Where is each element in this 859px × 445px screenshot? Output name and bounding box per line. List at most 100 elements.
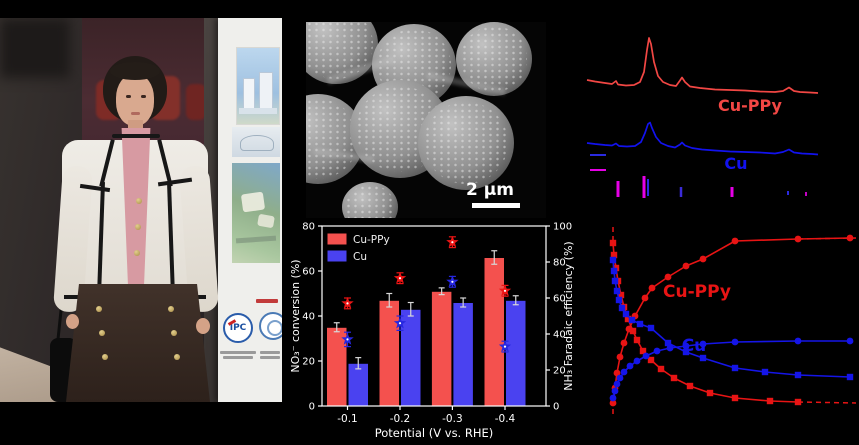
hand-right	[196, 318, 210, 334]
square-marker	[670, 374, 678, 382]
jacket-button	[136, 198, 142, 204]
skirt-button	[102, 354, 108, 360]
y-tick-right: 40	[553, 330, 566, 341]
circle-marker	[620, 368, 628, 376]
banner-red-caption	[256, 299, 278, 303]
skirt-button	[168, 306, 174, 312]
y-axis-title-left: NO₃⁻ conversion (%)	[289, 259, 302, 372]
square-marker	[686, 382, 694, 390]
circle-marker	[609, 399, 617, 407]
x-tick: -0.2	[390, 413, 411, 425]
square-marker	[731, 394, 739, 402]
circle-marker	[620, 339, 628, 347]
circle-marker	[613, 380, 621, 388]
xrd-curve-label: Cu-PPy	[718, 96, 783, 115]
circle-marker	[611, 387, 619, 395]
mouth	[131, 112, 140, 115]
ipc-logo: IPC	[223, 313, 253, 343]
square-marker	[611, 277, 619, 285]
sem-scale-bar	[472, 203, 520, 208]
square-marker	[613, 287, 621, 295]
bar	[400, 308, 422, 407]
square-marker	[639, 347, 647, 355]
skirt-button	[171, 330, 177, 336]
square-marker	[628, 316, 636, 324]
square-marker	[629, 327, 637, 335]
y-tick-left: 0	[309, 402, 315, 413]
legend-swatch	[326, 249, 348, 263]
square-marker	[624, 315, 632, 323]
square-marker	[618, 304, 626, 312]
y-tick-right: 20	[553, 366, 566, 377]
square-marker	[622, 310, 630, 318]
circle-marker	[633, 357, 641, 365]
circle-marker	[731, 237, 739, 245]
legend-label: Cu	[353, 251, 367, 263]
square-marker	[615, 296, 623, 304]
circle-marker	[731, 338, 739, 346]
institute-logo	[259, 312, 282, 340]
square-marker	[647, 324, 655, 332]
banner-caption-line	[260, 351, 280, 354]
eye	[126, 95, 131, 98]
legend-swatch	[326, 232, 348, 246]
y-tick-left: 80	[302, 222, 315, 233]
eye	[141, 95, 146, 98]
square-marker	[617, 291, 625, 299]
square-marker	[761, 368, 769, 376]
y-tick-right: 60	[553, 294, 566, 305]
circle-marker	[641, 294, 649, 302]
square-marker	[664, 339, 672, 347]
square-marker	[731, 364, 739, 372]
bar	[378, 299, 400, 407]
circle-marker	[682, 342, 690, 350]
line-chart: Cu-PPy Cu	[609, 227, 857, 414]
square-marker	[794, 398, 802, 406]
sem-image: 2 μm	[306, 22, 546, 218]
wall-shadow	[0, 18, 70, 78]
banner-caption-line	[260, 356, 280, 359]
jacket-button	[135, 224, 141, 230]
series-label: Cu	[682, 336, 707, 356]
series-line	[612, 237, 851, 404]
banner-image-sketch	[232, 127, 280, 157]
bar	[430, 290, 453, 407]
xrd-curve-Cu-PPy	[586, 37, 819, 94]
skirt-button	[174, 354, 180, 360]
square-marker	[610, 267, 618, 275]
square-marker	[609, 239, 617, 247]
x-tick: -0.3	[442, 413, 463, 425]
circle-marker	[653, 347, 661, 355]
square-marker	[706, 389, 714, 397]
y-tick-right: 0	[553, 402, 559, 413]
x-axis-title: Potential (V vs. RHE)	[375, 426, 494, 440]
sem-particle	[456, 22, 532, 96]
circle-marker	[616, 374, 624, 382]
square-marker	[636, 320, 644, 328]
bar	[452, 302, 474, 407]
sem-particle	[342, 182, 398, 218]
y-tick-right: 80	[553, 258, 566, 269]
bar	[483, 257, 505, 407]
legend-label: Cu-PPy	[353, 234, 390, 246]
square-marker	[609, 256, 617, 264]
circle-marker	[699, 255, 707, 263]
face	[116, 74, 154, 126]
x-tick: -0.1	[337, 413, 358, 425]
xrd-curve-label: Cu	[724, 154, 747, 173]
skirt-button	[99, 330, 105, 336]
sem-scale-label: 2 μm	[466, 180, 514, 200]
square-marker	[846, 373, 854, 381]
circle-marker	[648, 284, 656, 292]
square-marker	[682, 348, 690, 356]
skirt-button	[96, 306, 102, 312]
xrd-curve-Cu	[586, 121, 819, 156]
circle-marker	[794, 235, 802, 243]
square-marker	[610, 251, 618, 259]
ipc-logo-text: IPC	[229, 323, 247, 333]
y-tick-left: 60	[302, 267, 315, 278]
banner-caption-line	[220, 351, 256, 354]
collar-trim	[112, 134, 160, 138]
square-marker	[766, 397, 774, 405]
skirt	[66, 284, 210, 402]
